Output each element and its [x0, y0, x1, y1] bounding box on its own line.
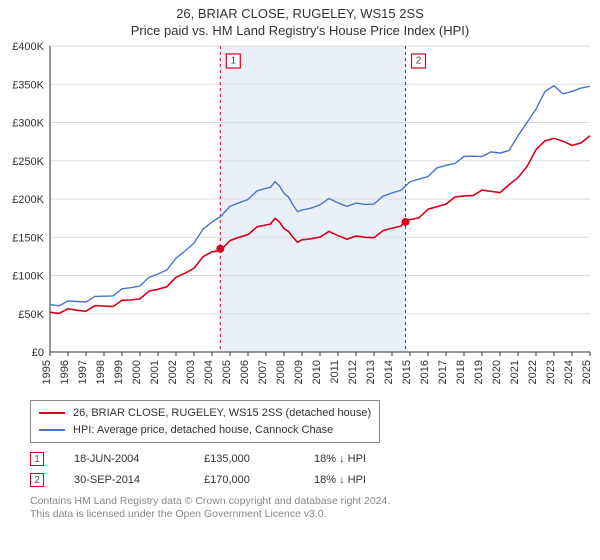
- x-tick-label: 2016: [419, 360, 431, 384]
- y-tick-label: £250K: [12, 156, 44, 168]
- legend: 26, BRIAR CLOSE, RUGELEY, WS15 2SS (deta…: [30, 400, 380, 443]
- x-tick-label: 2025: [581, 360, 593, 384]
- x-tick-label: 1997: [77, 360, 89, 384]
- sale-marker-icon: 1: [30, 452, 44, 466]
- sale-row: 1 18-JUN-2004 £135,000 18% ↓ HPI: [30, 449, 570, 470]
- x-tick-label: 2007: [257, 360, 269, 384]
- sale-date: 18-JUN-2004: [74, 449, 174, 470]
- y-tick-label: £350K: [12, 79, 44, 91]
- x-tick-label: 2003: [185, 360, 197, 384]
- legend-row: HPI: Average price, detached house, Cann…: [39, 422, 371, 439]
- x-tick-label: 2019: [473, 360, 485, 384]
- x-tick-label: 2015: [401, 360, 413, 384]
- legend-swatch: [39, 412, 65, 414]
- x-tick-label: 2010: [311, 360, 323, 384]
- y-tick-label: £400K: [12, 41, 44, 53]
- x-tick-label: 2000: [131, 360, 143, 384]
- sale-row: 2 30-SEP-2014 £170,000 18% ↓ HPI: [30, 470, 570, 491]
- y-tick-label: £300K: [12, 118, 44, 130]
- chart-container: 26, BRIAR CLOSE, RUGELEY, WS15 2SS Price…: [0, 0, 600, 522]
- x-tick-label: 2001: [149, 360, 161, 384]
- legend-label: 26, BRIAR CLOSE, RUGELEY, WS15 2SS (deta…: [73, 405, 371, 422]
- sale-marker-num: 1: [230, 56, 236, 67]
- x-tick-label: 2004: [203, 360, 215, 384]
- x-tick-label: 2013: [365, 360, 377, 384]
- y-tick-label: £50K: [18, 309, 44, 321]
- legend-swatch: [39, 429, 65, 431]
- y-tick-label: £200K: [12, 194, 44, 206]
- title-main: 26, BRIAR CLOSE, RUGELEY, WS15 2SS: [0, 6, 600, 21]
- x-tick-label: 2011: [329, 360, 341, 384]
- x-tick-label: 2002: [167, 360, 179, 384]
- title-block: 26, BRIAR CLOSE, RUGELEY, WS15 2SS Price…: [0, 0, 600, 38]
- sale-marker-num: 2: [416, 56, 422, 67]
- x-tick-label: 2014: [383, 360, 395, 384]
- footer-line2: This data is licensed under the Open Gov…: [30, 508, 570, 522]
- sales-table: 1 18-JUN-2004 £135,000 18% ↓ HPI 2 30-SEP-201…: [30, 449, 570, 491]
- sale-hpi: 18% ↓ HPI: [314, 449, 394, 470]
- x-tick-label: 2017: [437, 360, 449, 384]
- x-tick-label: 2022: [527, 360, 539, 384]
- footer-line1: Contains HM Land Registry data © Crown c…: [30, 495, 570, 509]
- title-sub: Price paid vs. HM Land Registry's House …: [0, 23, 600, 38]
- x-tick-label: 1999: [113, 360, 125, 384]
- x-tick-label: 2020: [491, 360, 503, 384]
- chart-svg: £0 £50K £100K £150K £200K £250K £300K £350K £400…: [0, 38, 600, 398]
- x-tick-label: 1998: [95, 360, 107, 384]
- chart: £0 £50K £100K £150K £200K £250K £300K £350K £400…: [0, 38, 600, 398]
- x-tick-label: 2006: [239, 360, 251, 384]
- x-tick-label: 2021: [509, 360, 521, 384]
- y-tick-label: £0: [32, 347, 44, 359]
- x-tick-label: 2008: [275, 360, 287, 384]
- x-tick-label: 2012: [347, 360, 359, 384]
- sale-price: £170,000: [204, 470, 284, 491]
- legend-label: HPI: Average price, detached house, Cann…: [73, 422, 333, 439]
- x-tick-label: 1995: [41, 360, 53, 384]
- sale-marker-dot: [216, 245, 224, 253]
- x-tick-label: 2018: [455, 360, 467, 384]
- x-tick-label: 2005: [221, 360, 233, 384]
- sale-hpi: 18% ↓ HPI: [314, 470, 394, 491]
- legend-row: 26, BRIAR CLOSE, RUGELEY, WS15 2SS (deta…: [39, 405, 371, 422]
- y-tick-label: £150K: [12, 232, 44, 244]
- sale-date: 30-SEP-2014: [74, 470, 174, 491]
- footer: Contains HM Land Registry data © Crown c…: [30, 495, 570, 522]
- x-tick-label: 1996: [59, 360, 71, 384]
- sale-marker-icon: 2: [30, 473, 44, 487]
- x-tick-label: 2024: [563, 360, 575, 384]
- x-tick-label: 2023: [545, 360, 557, 384]
- y-tick-label: £100K: [12, 271, 44, 283]
- sale-marker-dot: [402, 218, 410, 226]
- x-tick-label: 2009: [293, 360, 305, 384]
- sale-price: £135,000: [204, 449, 284, 470]
